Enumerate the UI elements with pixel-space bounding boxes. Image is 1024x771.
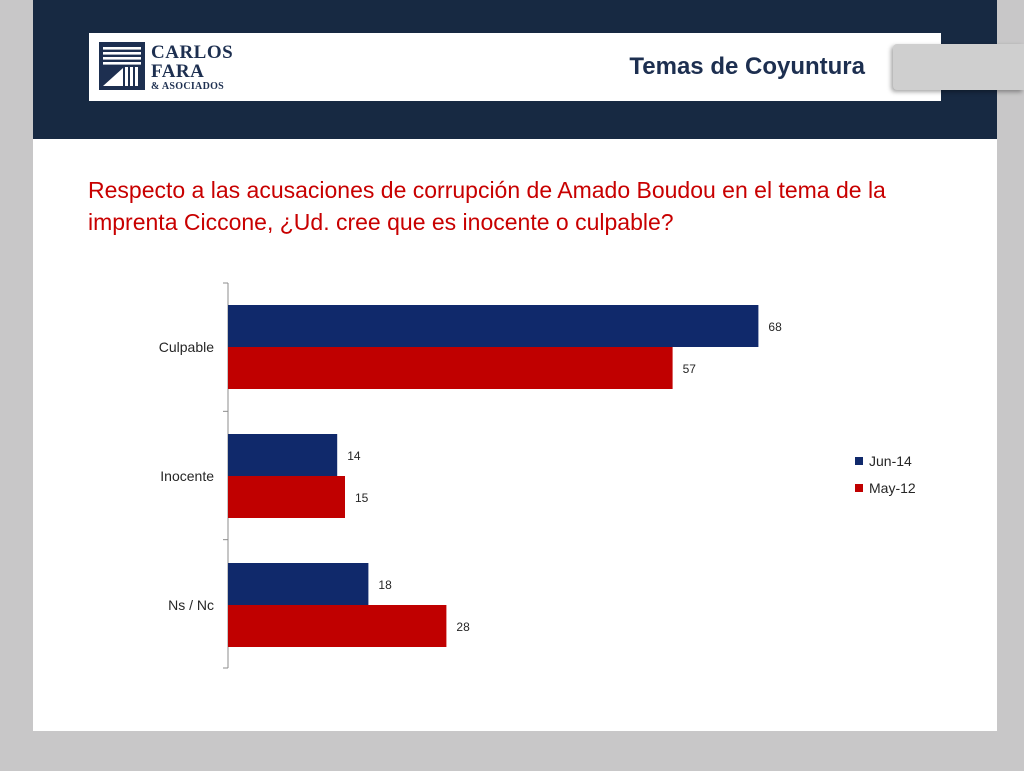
header-band: CARLOS FARA & ASOCIADOS Temas de Coyuntu… <box>33 0 997 139</box>
data-label: 14 <box>347 449 361 463</box>
bar <box>228 434 338 476</box>
logo-text-line2: FARA <box>151 61 205 82</box>
logo-text-line1: CARLOS <box>151 42 234 63</box>
bar <box>228 605 447 647</box>
data-label: 57 <box>683 362 697 376</box>
logo-emblem-icon <box>99 42 145 90</box>
category-label: Ns / Nc <box>168 597 214 613</box>
bar <box>228 476 345 518</box>
company-logo: CARLOS FARA & ASOCIADOS <box>99 41 249 93</box>
header-box: CARLOS FARA & ASOCIADOS Temas de Coyuntu… <box>89 33 941 101</box>
header-title: Temas de Coyuntura <box>629 53 865 80</box>
survey-question: Respecto a las acusaciones de corrupción… <box>88 177 886 235</box>
bar <box>228 347 673 389</box>
legend-swatch <box>855 457 863 465</box>
legend-label: May-12 <box>869 480 916 496</box>
category-label: Culpable <box>159 339 214 355</box>
data-label: 18 <box>378 578 392 592</box>
logo-text-line3: & ASOCIADOS <box>151 81 225 92</box>
legend-label: Jun-14 <box>869 453 912 469</box>
data-label: 28 <box>456 620 470 634</box>
data-label: 15 <box>355 491 369 505</box>
slide: CARLOS FARA & ASOCIADOS Temas de Coyuntu… <box>33 0 997 731</box>
side-tab <box>893 44 1024 90</box>
data-label: 68 <box>768 320 782 334</box>
legend-swatch <box>855 484 863 492</box>
bar <box>228 305 759 347</box>
bar <box>228 563 369 605</box>
category-label: Inocente <box>160 468 214 484</box>
